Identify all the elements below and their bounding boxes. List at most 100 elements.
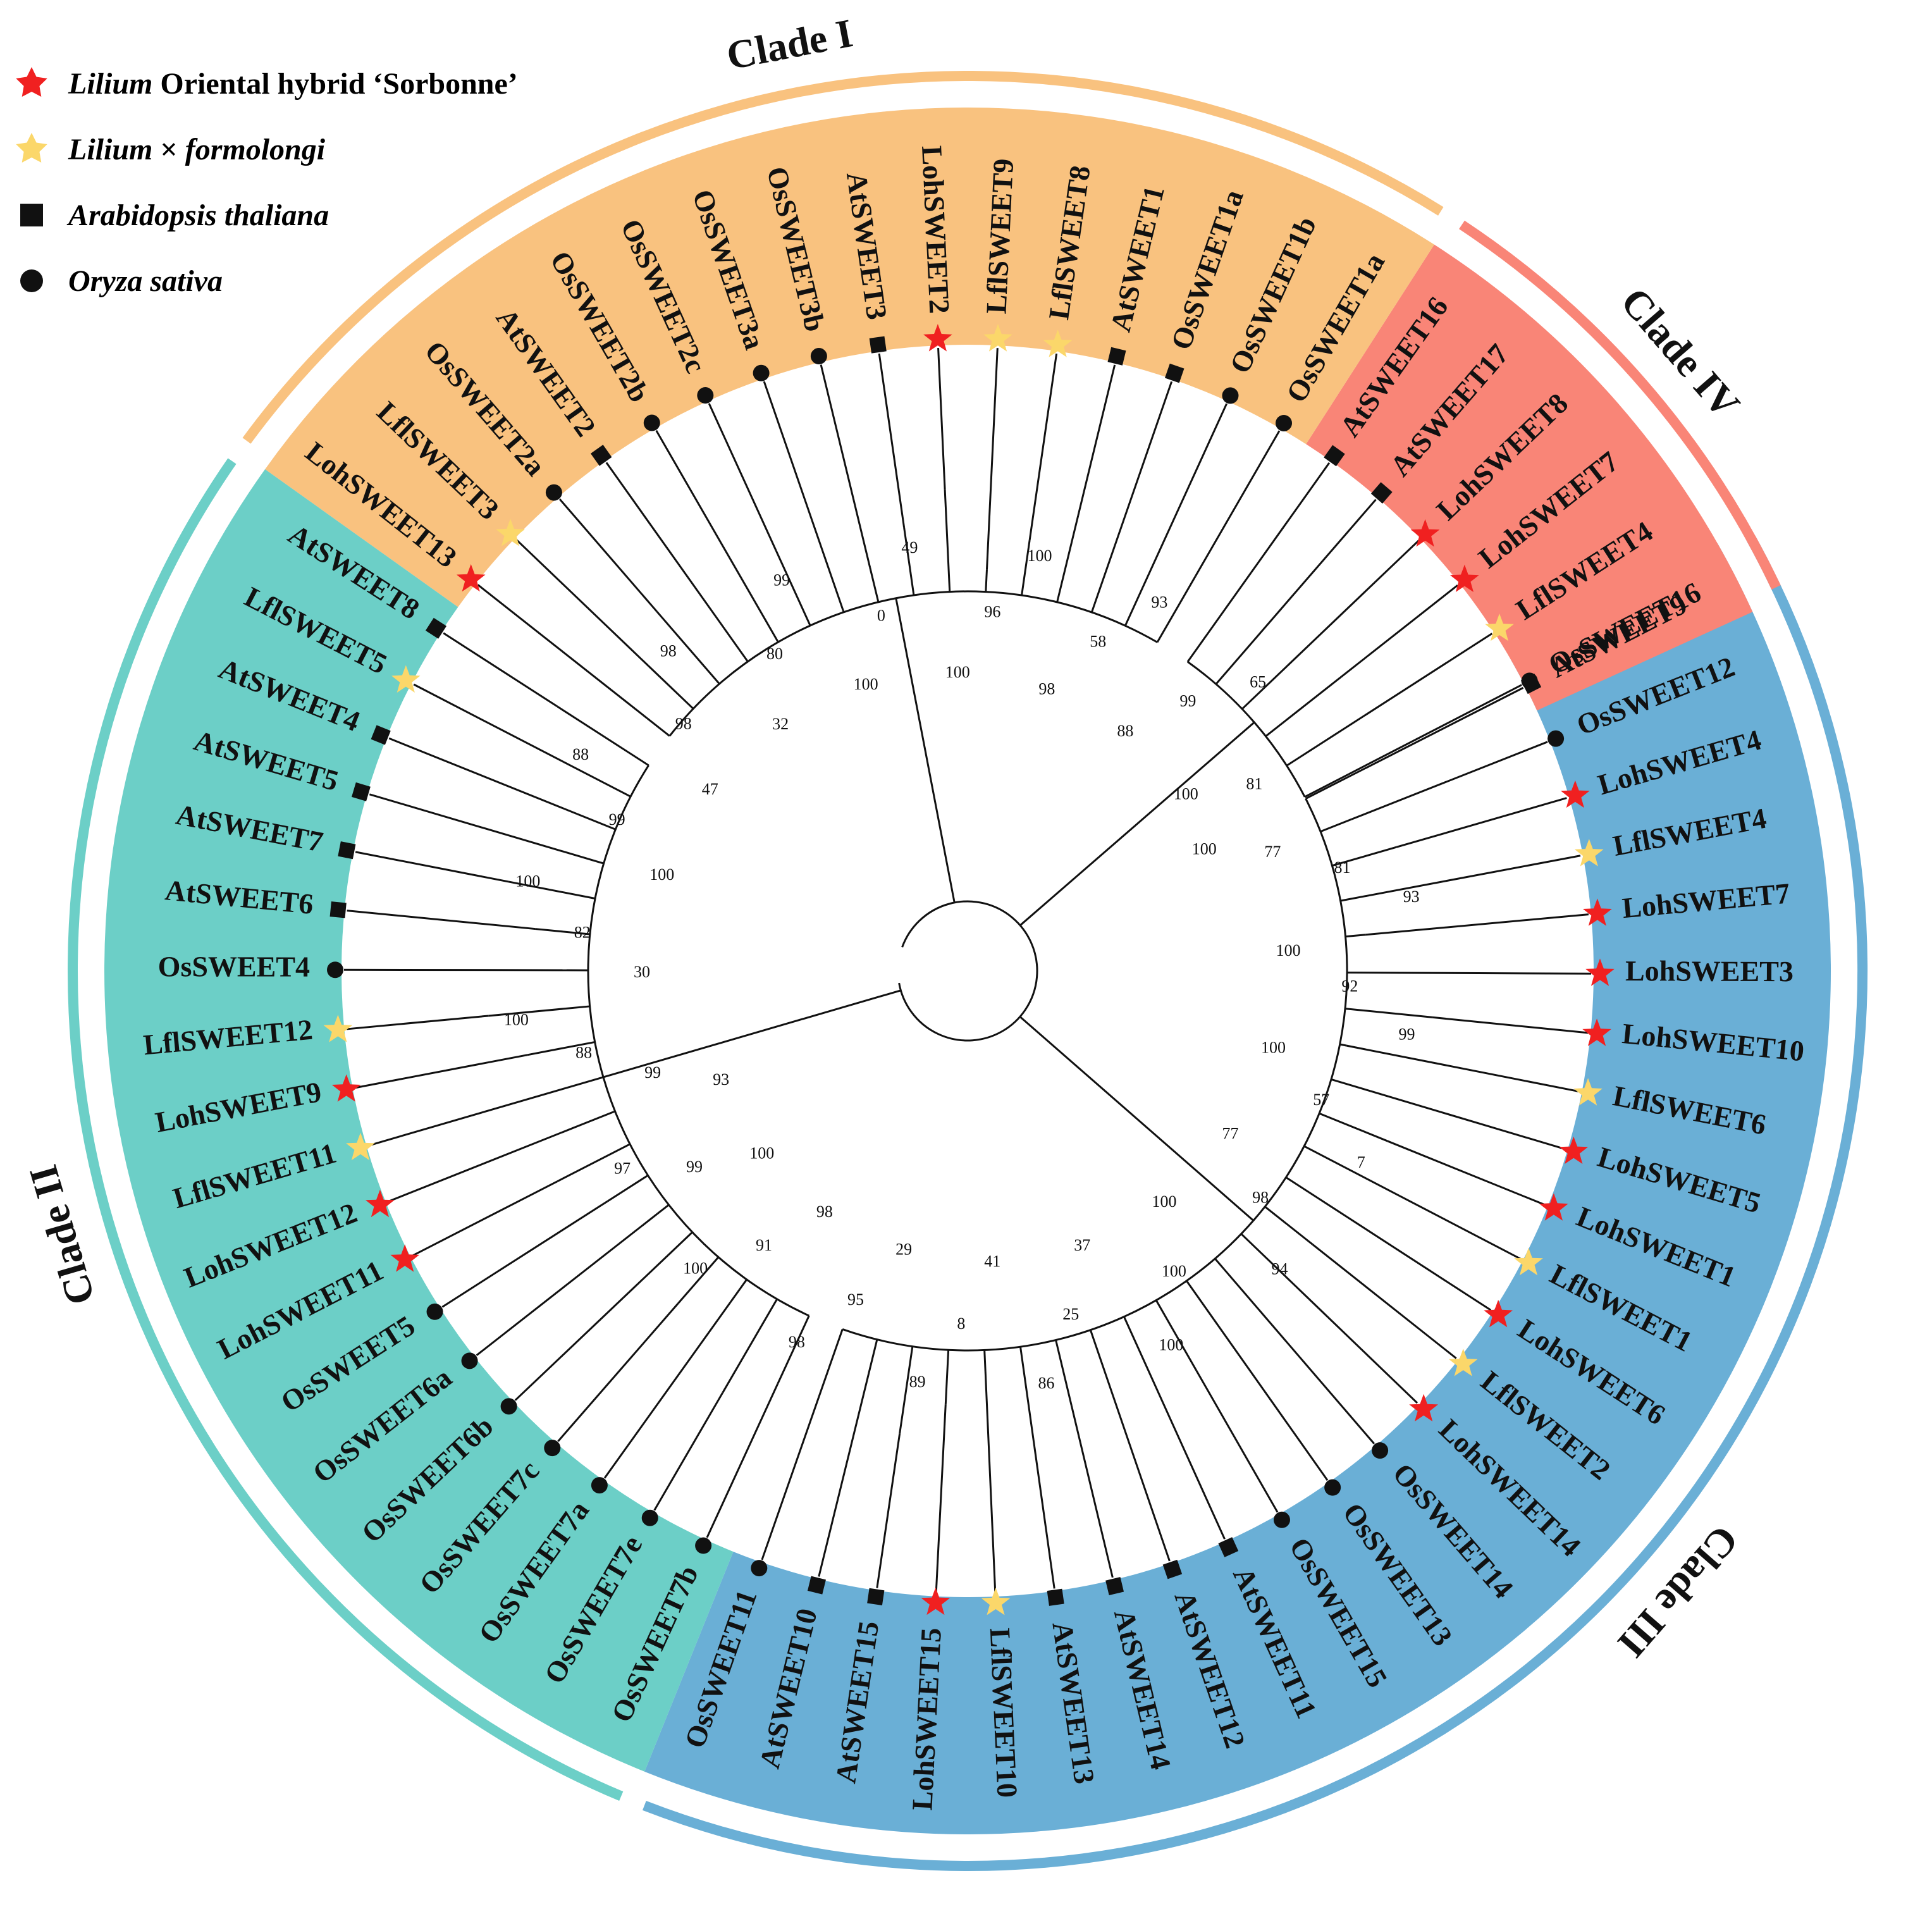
- leaf-marker-OsSWEET2a: [545, 484, 562, 501]
- bootstrap-value: 93: [713, 1070, 729, 1089]
- branch: [1264, 1206, 1314, 1245]
- legend-item-arabidopsis: Arabidopsis thaliana: [13, 182, 518, 248]
- bootstrap-value: 58: [1090, 632, 1106, 650]
- branch: [1070, 1405, 1114, 1578]
- bootstrap-value: 89: [909, 1373, 926, 1391]
- branch: [1186, 572, 1252, 663]
- leaf-marker-LflSWEET4: [1485, 614, 1514, 641]
- bootstrap-value: 100: [854, 675, 878, 693]
- leaf-marker-AtSWEET17: [1370, 482, 1393, 504]
- branch: [818, 1346, 877, 1577]
- leaf-marker-OsSWEET5: [426, 1303, 443, 1320]
- branch: [1195, 1369, 1279, 1513]
- bootstrap-value: 98: [675, 714, 692, 732]
- leaf-marker-OsSWEET13: [1324, 1479, 1341, 1496]
- branch: [1214, 1257, 1225, 1270]
- branch: [1155, 1299, 1198, 1371]
- leaf-marker-OsSWEET2b: [643, 414, 660, 431]
- branch: [646, 717, 670, 737]
- branch: [753, 599, 779, 643]
- bootstrap-value: 29: [895, 1240, 912, 1259]
- branch: [557, 1143, 631, 1182]
- bootstrap-value: 100: [515, 872, 540, 890]
- branch: [476, 1213, 658, 1356]
- leaf-marker-OsSWEET11: [751, 1560, 768, 1577]
- leaf-marker-AtSWEET7: [338, 841, 356, 860]
- leaf-marker-LohSWEET5: [1559, 1136, 1589, 1164]
- bootstrap-value: 99: [644, 1063, 661, 1082]
- leaf-marker-LohSWEET1: [1539, 1193, 1568, 1221]
- branch: [557, 1302, 679, 1442]
- leaf-marker-OsSWEET4: [327, 961, 344, 979]
- branch: [876, 1433, 901, 1588]
- leaf-marker-LohSWEET3: [1585, 958, 1615, 986]
- branch: [1019, 721, 1255, 927]
- branch: [1123, 1316, 1226, 1540]
- branch: [1240, 1233, 1310, 1300]
- bootstrap-value: 25: [1062, 1305, 1079, 1323]
- bootstrap-value: 32: [772, 715, 789, 733]
- bootstrap-value: 49: [901, 538, 918, 557]
- leaf-marker-AtSWEET6: [329, 901, 347, 918]
- bootstrap-value: 100: [649, 865, 674, 884]
- branch: [508, 880, 596, 899]
- branch: [1033, 1447, 1055, 1589]
- bootstrap-value: 77: [1264, 843, 1281, 861]
- branch: [761, 1368, 830, 1560]
- branch: [1341, 584, 1458, 678]
- branch: [1186, 1280, 1215, 1321]
- branch: [1093, 381, 1173, 605]
- branch: [413, 683, 565, 763]
- branch: [706, 1383, 779, 1538]
- leaf-marker-LflSWEET4: [1574, 839, 1604, 867]
- bootstrap-value: 99: [773, 571, 790, 590]
- leaf-marker-LohSWEET12: [366, 1189, 395, 1218]
- branch: [1194, 430, 1281, 578]
- branch: [1028, 353, 1058, 541]
- leaf-marker-OsSWEET1b: [1222, 387, 1239, 404]
- branch: [1439, 855, 1581, 884]
- leaf-label: OsSWEET4: [158, 950, 310, 982]
- clade4-arc: [1459, 220, 1781, 590]
- branch: [355, 1054, 528, 1089]
- branch: [722, 1299, 778, 1393]
- bootstrap-value: 100: [1174, 784, 1198, 803]
- branch: [369, 793, 596, 862]
- bootstrap-value: 98: [1038, 679, 1055, 698]
- leaf-marker-OsSWEET14: [1372, 1442, 1389, 1459]
- clade2-arc: [68, 458, 624, 1801]
- branch: [1351, 741, 1548, 820]
- leaf-marker-AtSWEET16: [1324, 445, 1345, 467]
- branch: [1223, 1268, 1375, 1445]
- clade1-band: [265, 108, 1434, 607]
- branch: [606, 1174, 649, 1202]
- clade2-label: Clade II: [20, 1160, 103, 1310]
- branch: [1319, 1112, 1389, 1142]
- branch: [347, 1015, 489, 1030]
- branch: [576, 813, 616, 831]
- branch: [899, 1346, 914, 1434]
- leaf-marker-LohSWEET13: [456, 564, 486, 592]
- leaf-marker-LflSWEET6: [1573, 1078, 1603, 1106]
- bootstrap-value: 98: [816, 1202, 833, 1221]
- branch: [729, 1278, 748, 1303]
- bootstrap-value: 7: [1357, 1153, 1365, 1171]
- bootstrap-labels: 100 7781931009299100577779894100100100372…: [504, 538, 1420, 1392]
- branch: [677, 1256, 720, 1304]
- bootstrap-value: 100: [1162, 1262, 1186, 1280]
- branch: [777, 1315, 810, 1384]
- bootstrap-value: 82: [574, 923, 591, 942]
- leaf-marker-OsSWEET16: [1521, 672, 1538, 689]
- clade-bands: [104, 108, 1831, 1834]
- leaf-marker-LohSWEET8: [1410, 519, 1440, 547]
- leaf-marker-LohSWEET6: [1484, 1299, 1513, 1328]
- clade4-label: Clade IV: [1612, 279, 1749, 426]
- branch: [443, 632, 558, 708]
- leaf-label: LflSWEET9: [980, 158, 1019, 315]
- leaf-marker-LflSWEET2: [1448, 1349, 1478, 1376]
- leaf-markers: [323, 324, 1615, 1615]
- leaf-marker-LflSWEET9: [983, 324, 1012, 352]
- branch: [935, 1404, 947, 1594]
- branch: [1213, 1319, 1329, 1481]
- branch: [1241, 665, 1288, 710]
